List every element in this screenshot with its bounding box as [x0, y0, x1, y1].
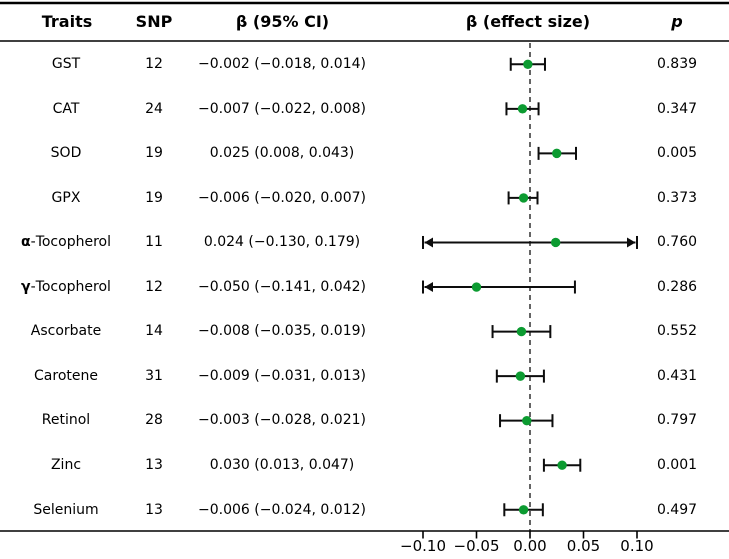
point-marker: [518, 193, 529, 203]
snp-count: 13: [145, 501, 163, 518]
greek-letter: γ: [21, 278, 31, 295]
point-marker: [516, 326, 527, 337]
column-header-snp: SNP: [135, 12, 173, 31]
p-value: 0.431: [656, 367, 698, 384]
snp-count: 13: [145, 456, 163, 473]
beta-ci-value: −0.008 (−0.035, 0.019): [198, 323, 366, 340]
point-marker: [471, 282, 482, 292]
point-marker: [522, 415, 532, 426]
x-axis-tick-label: 0.10: [620, 537, 654, 555]
column-header-pvalue: p: [671, 12, 683, 31]
snp-count: 28: [145, 412, 163, 429]
point-marker: [552, 148, 562, 159]
x-axis-tick-label: −0.10: [400, 537, 446, 555]
p-value: 0.552: [656, 323, 698, 340]
point-marker: [557, 460, 567, 470]
point-marker: [517, 104, 528, 114]
trait-label: α-Tocopherol: [21, 234, 111, 251]
column-header-effect-size: β (effect size): [465, 12, 591, 31]
column-header-beta-ci: β (95% CI): [235, 12, 330, 31]
p-value: 0.001: [656, 456, 698, 473]
beta-ci-value: 0.030 (0.013, 0.047): [209, 456, 355, 473]
beta-ci-value: 0.025 (0.008, 0.043): [209, 145, 355, 162]
beta-ci-value: −0.006 (−0.020, 0.007): [198, 189, 366, 206]
p-value: 0.797: [656, 412, 698, 429]
p-value: 0.373: [656, 189, 698, 206]
beta-ci-value: −0.002 (−0.018, 0.014): [198, 56, 366, 72]
snp-count: 11: [145, 234, 163, 251]
trait-label: CAT: [52, 100, 80, 117]
beta-ci-value: −0.050 (−0.141, 0.042): [198, 278, 366, 295]
p-value: 0.839: [656, 56, 698, 72]
ci-arrow-right: [627, 237, 636, 248]
snp-count: 31: [145, 367, 163, 384]
x-axis-tick-label: −0.05: [453, 537, 500, 555]
p-value: 0.347: [656, 100, 698, 117]
trait-label: Retinol: [41, 412, 91, 429]
snp-count: 12: [145, 56, 163, 72]
trait-label: Selenium: [33, 501, 99, 518]
beta-ci-value: −0.009 (−0.031, 0.013): [198, 367, 366, 384]
beta-ci-value: −0.006 (−0.024, 0.012): [198, 501, 366, 518]
trait-label: GPX: [51, 189, 81, 206]
beta-ci-value: −0.007 (−0.022, 0.008): [198, 100, 366, 117]
trait-label: GST: [51, 56, 81, 72]
greek-letter: α: [21, 234, 31, 251]
trait-label: SOD: [50, 145, 82, 162]
trait-label: Zinc: [50, 456, 82, 473]
p-value: 0.497: [656, 501, 698, 518]
point-marker: [550, 237, 561, 248]
p-value: 0.760: [656, 234, 698, 251]
trait-label: Carotene: [34, 367, 98, 384]
point-marker: [518, 505, 529, 515]
column-header-traits: Traits: [41, 12, 93, 31]
snp-count: 19: [145, 145, 163, 162]
x-axis-tick-label: 0.05: [566, 537, 601, 555]
x-axis-tick-label: 0.00: [513, 537, 547, 555]
snp-count: 12: [145, 278, 163, 295]
ci-arrow-left: [424, 237, 433, 248]
p-value: 0.286: [656, 278, 698, 295]
p-value: 0.005: [656, 145, 698, 162]
snp-count: 24: [145, 100, 163, 117]
snp-count: 19: [145, 189, 163, 206]
ci-arrow-left: [424, 282, 433, 293]
point-marker: [523, 59, 533, 69]
trait-label: γ-Tocopherol: [21, 278, 111, 295]
point-marker: [515, 371, 526, 381]
beta-ci-value: 0.024 (−0.130, 0.179): [203, 234, 361, 251]
trait-label: Ascorbate: [30, 323, 102, 340]
beta-ci-value: −0.003 (−0.028, 0.021): [198, 412, 366, 429]
snp-count: 14: [145, 323, 163, 340]
